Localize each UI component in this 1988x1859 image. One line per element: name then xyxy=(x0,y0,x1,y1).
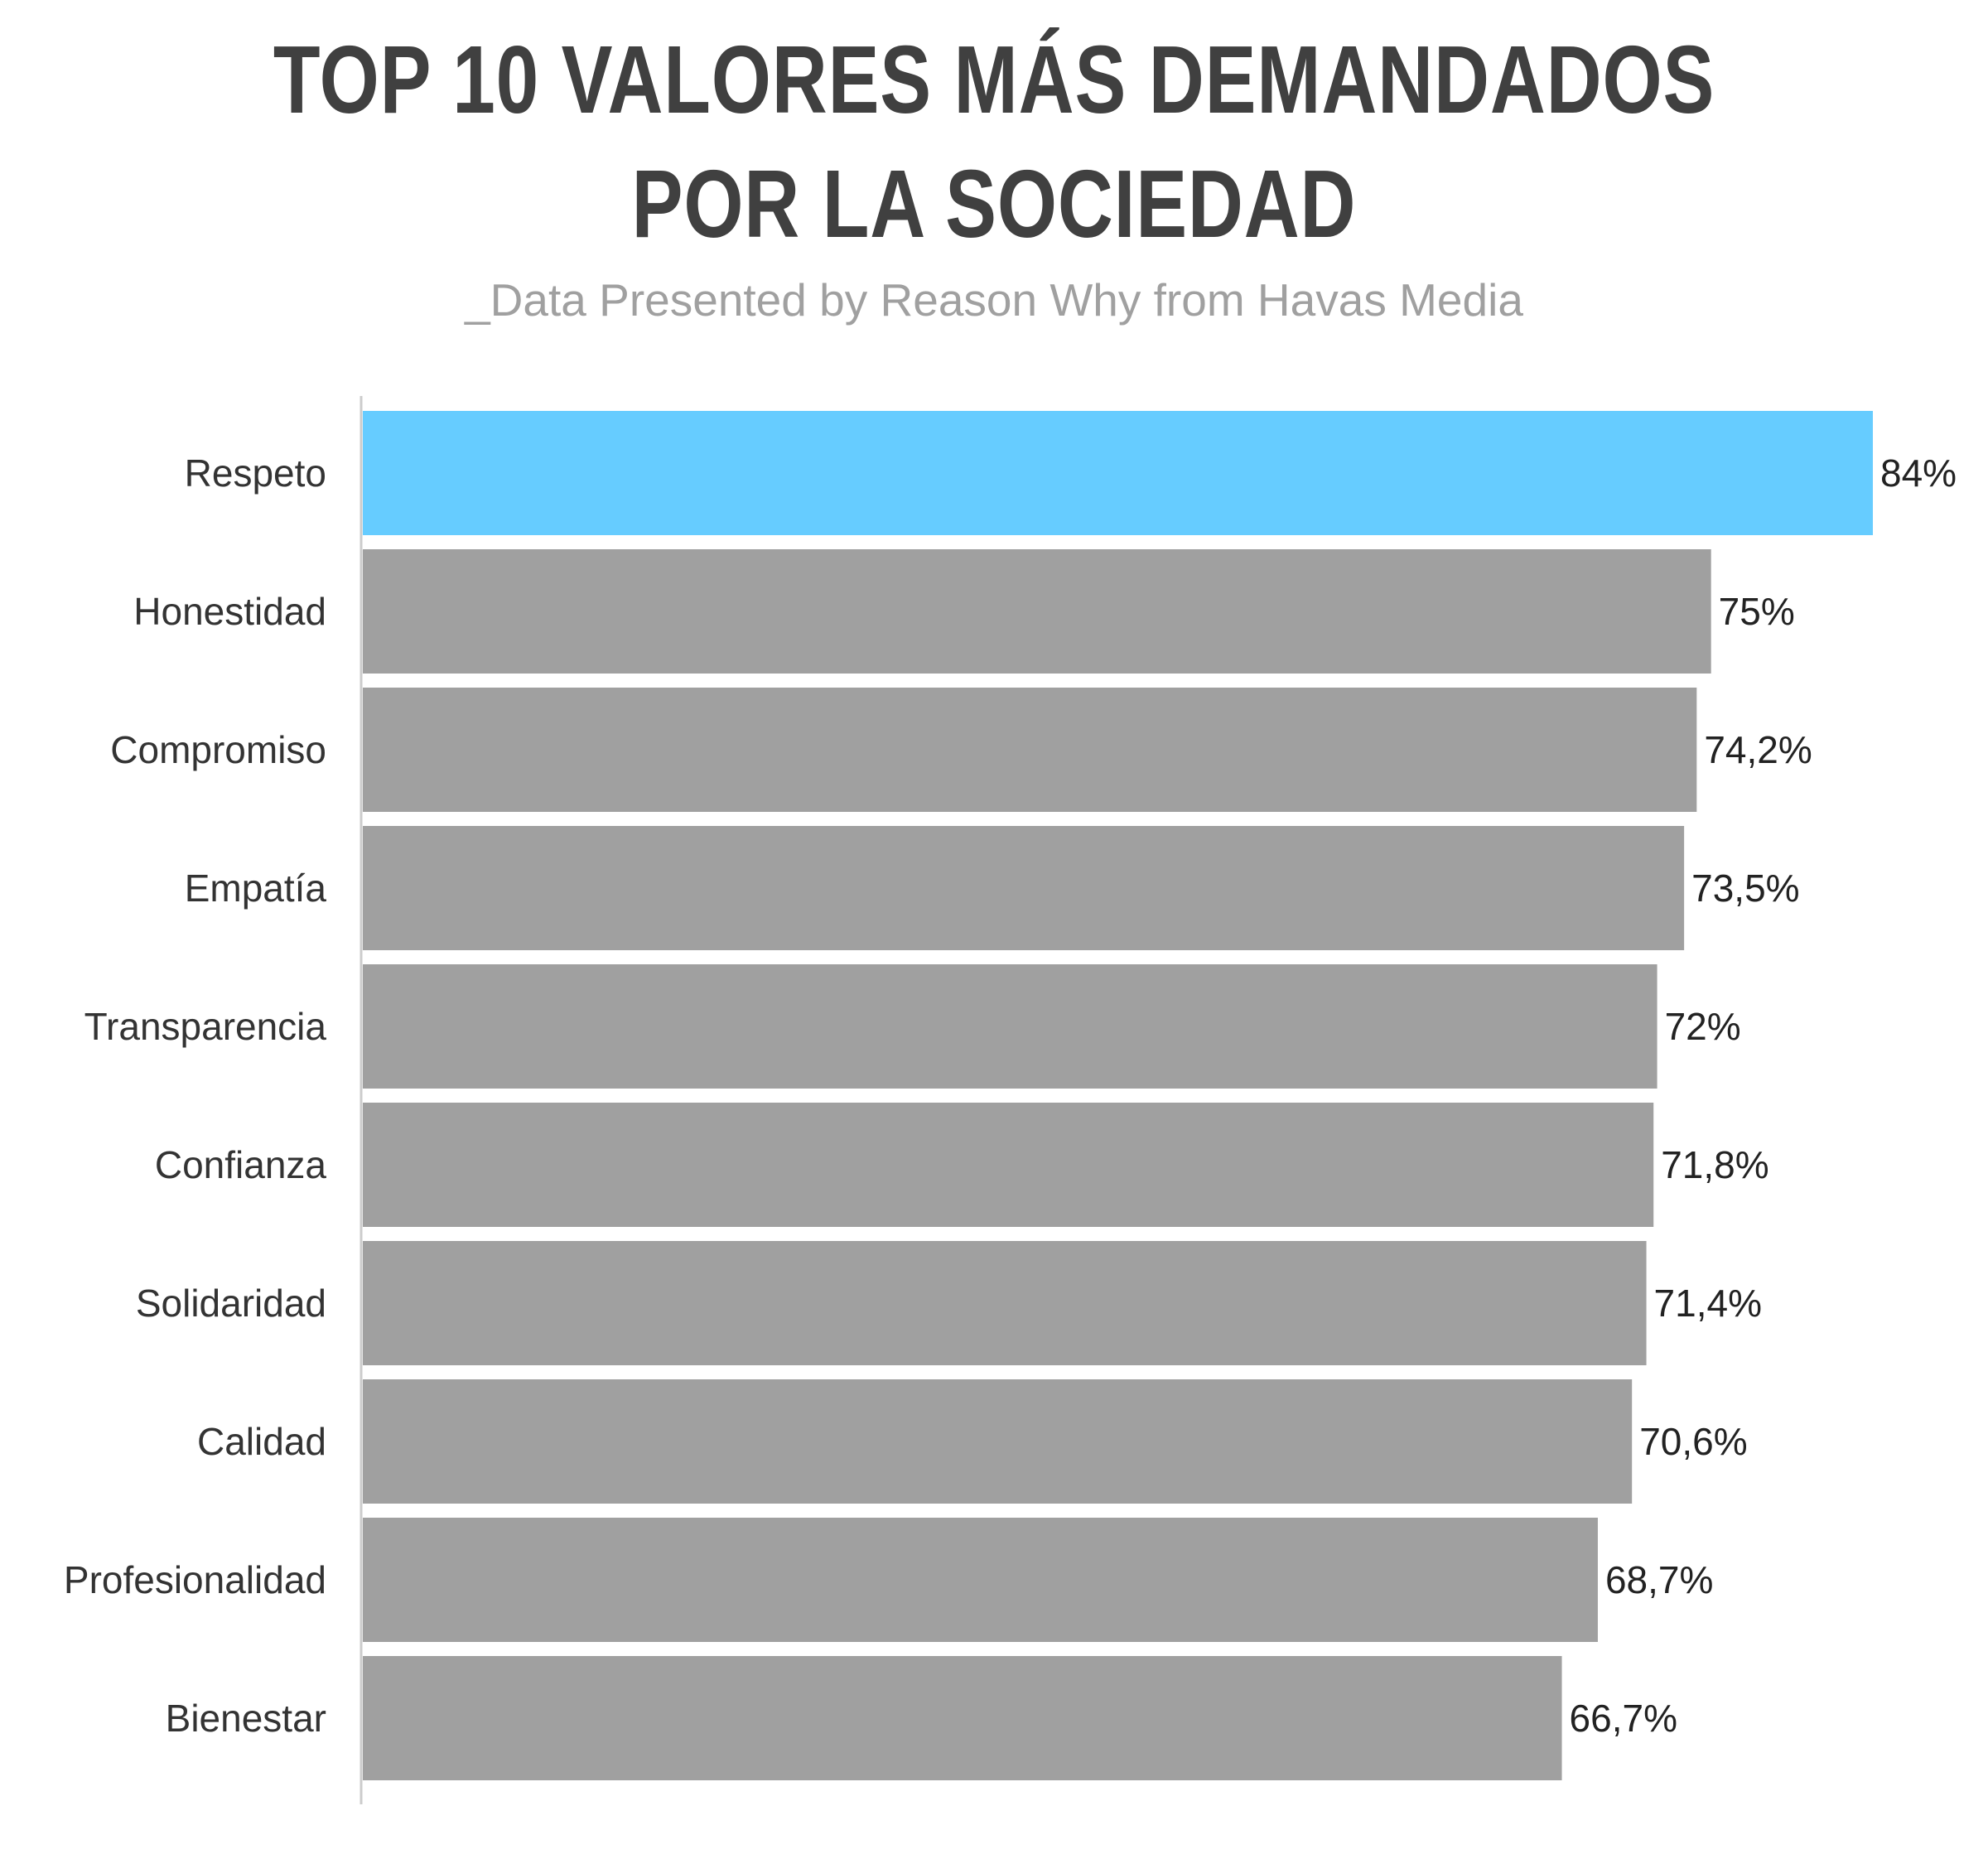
value-label: 84% xyxy=(1880,451,1957,495)
bar-calidad xyxy=(363,1379,1633,1504)
category-label: Empatía xyxy=(185,867,327,910)
category-label: Honestidad xyxy=(133,590,326,633)
value-label: 71,4% xyxy=(1654,1282,1762,1325)
bar-solidaridad xyxy=(363,1241,1647,1365)
value-label: 74,2% xyxy=(1704,728,1812,771)
category-label: Transparencia xyxy=(84,1005,327,1048)
bar-respeto xyxy=(363,411,1873,535)
value-label: 70,6% xyxy=(1639,1420,1747,1463)
chart-title-line-1: TOP 10 VALORES MÁS DEMANDADOS xyxy=(273,26,1715,133)
value-label: 71,8% xyxy=(1661,1143,1768,1186)
bar-profesionalidad xyxy=(363,1518,1598,1642)
chart-subtitle: _Data Presented by Reason Why from Havas… xyxy=(465,274,1523,326)
category-label: Calidad xyxy=(197,1420,326,1463)
category-label: Solidaridad xyxy=(136,1282,326,1325)
category-label: Respeto xyxy=(185,451,326,495)
category-label: Compromiso xyxy=(110,728,326,771)
category-label: Confianza xyxy=(155,1143,327,1186)
bar-honestidad xyxy=(363,549,1711,674)
value-label: 72% xyxy=(1665,1005,1741,1048)
value-label: 75% xyxy=(1719,590,1795,633)
value-label: 73,5% xyxy=(1691,867,1799,910)
bar-transparencia xyxy=(363,964,1657,1089)
value-labels-group: 84% 75% 74,2% 73,5% 72% 71,8% 71,4% 70,6% 68,7% 6… xyxy=(1570,451,1957,1740)
bar-compromiso xyxy=(363,688,1697,812)
bar-bienestar xyxy=(363,1656,1562,1780)
category-labels-group: Respeto Honestidad Compromiso Empatía Transp… xyxy=(64,451,327,1740)
bar-empatía xyxy=(363,826,1685,950)
value-label: 66,7% xyxy=(1570,1697,1677,1740)
category-label: Bienestar xyxy=(166,1697,326,1740)
chart-title-line-2: POR LA SOCIEDAD xyxy=(631,150,1357,258)
value-label: 68,7% xyxy=(1605,1558,1713,1601)
bar-confianza xyxy=(363,1103,1654,1227)
bars-group xyxy=(363,411,1873,1780)
category-label: Profesionalidad xyxy=(64,1558,326,1601)
